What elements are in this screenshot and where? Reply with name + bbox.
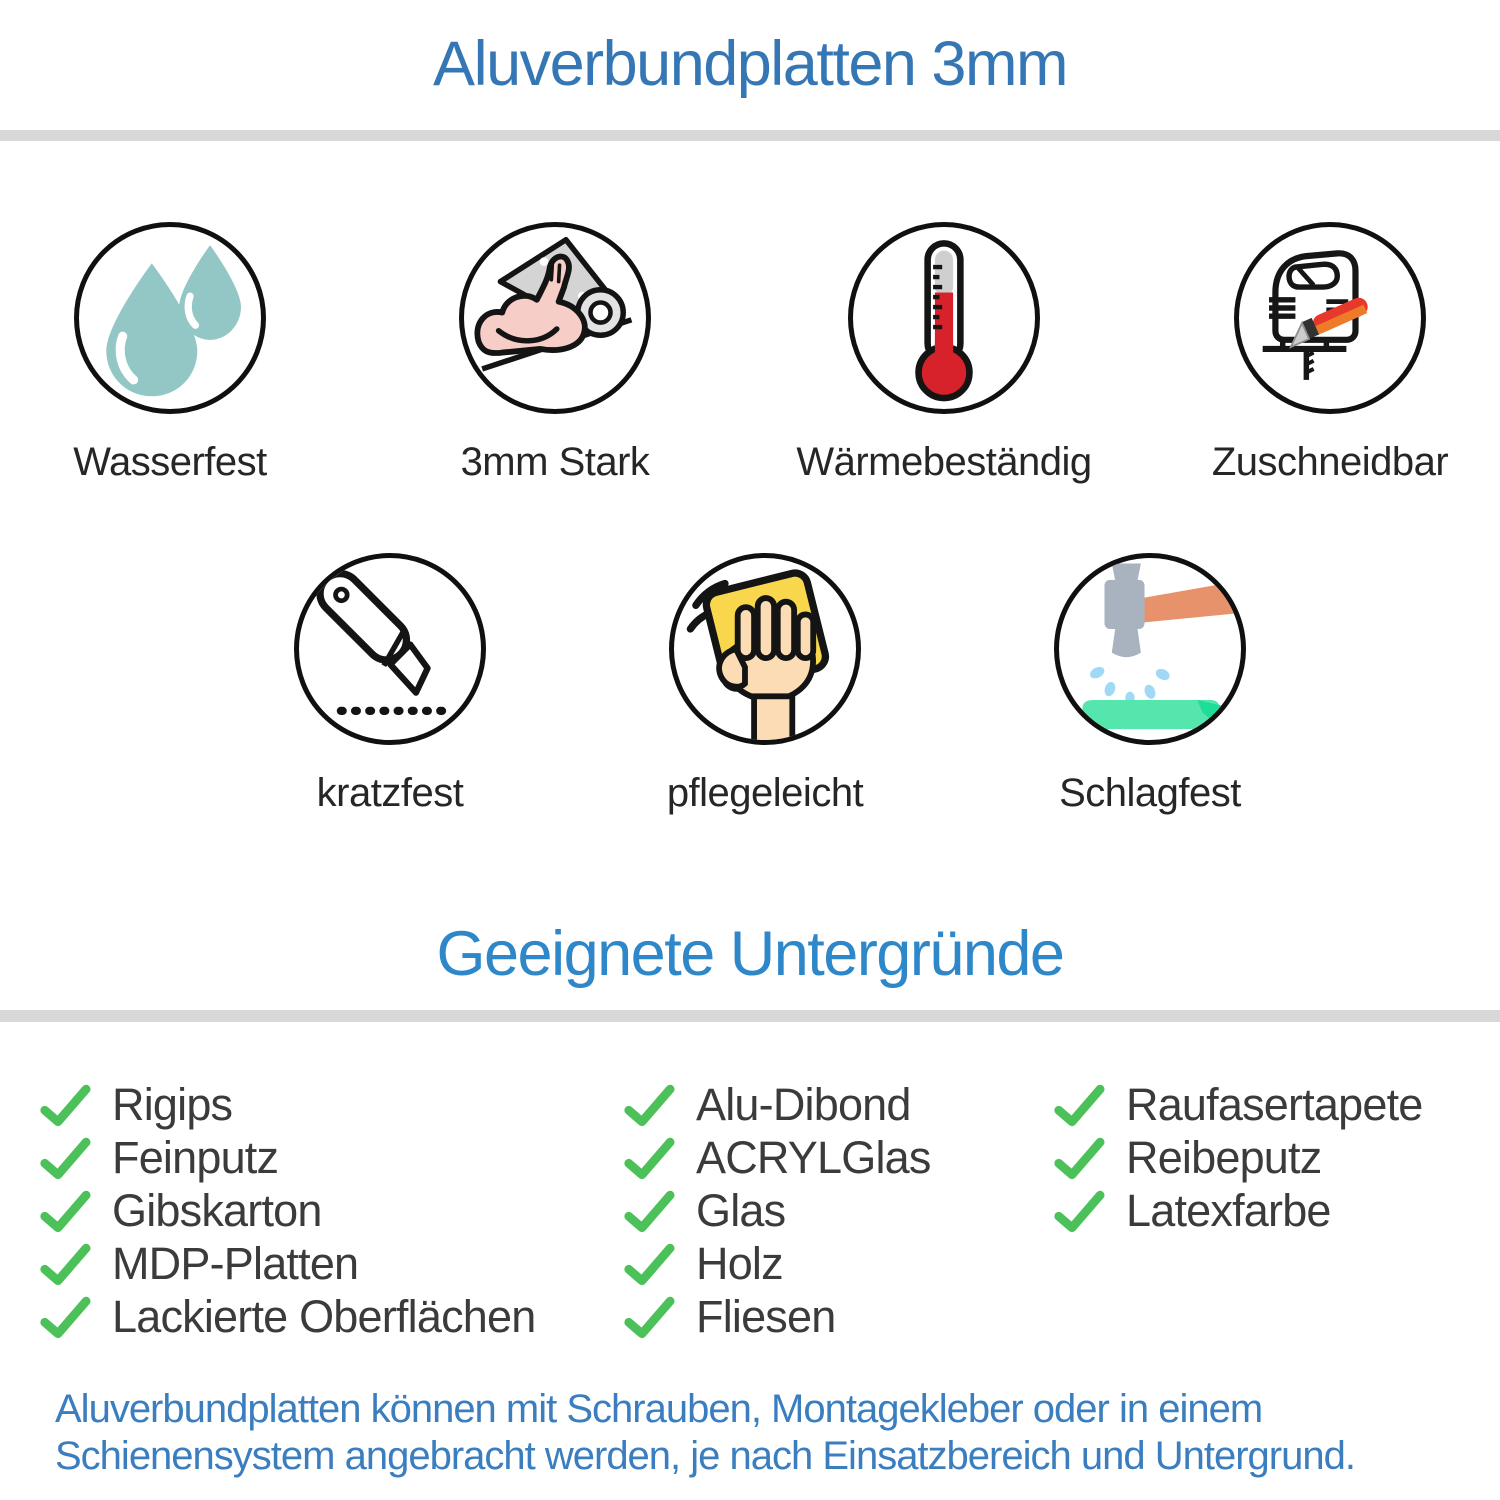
- substrate-item: Glas: [622, 1184, 931, 1237]
- checkmark-icon: [624, 1243, 675, 1285]
- substrates-column-2: Alu-Dibond ACRYLGlas Glas Holz Fliesen: [622, 1078, 931, 1343]
- thermometer-icon: [848, 222, 1040, 414]
- hammer-on-surface-icon: [1054, 553, 1246, 745]
- mounting-note: Aluverbundplatten können mit Schrauben, …: [55, 1386, 1356, 1480]
- water-drops-icon: [74, 222, 266, 414]
- substrate-label: Feinputz: [112, 1131, 279, 1183]
- substrate-item: Latexfarbe: [1052, 1184, 1423, 1237]
- substrate-label: Lackierte Oberflächen: [112, 1290, 536, 1342]
- substrate-item: Feinputz: [38, 1131, 535, 1184]
- checkmark-icon: [1054, 1137, 1105, 1179]
- divider-bottom: [0, 1010, 1500, 1022]
- feature-label: Zuschneidbar: [1211, 440, 1449, 484]
- mounting-note-line2: Schienensystem angebracht werden, je nac…: [55, 1434, 1356, 1478]
- substrate-item: Lackierte Oberflächen: [38, 1290, 536, 1343]
- checkmark-icon: [624, 1190, 675, 1232]
- checkmark-icon: [1054, 1190, 1105, 1232]
- substrate-item: Gibskarton: [38, 1184, 535, 1237]
- checkmark-icon: [40, 1296, 91, 1338]
- substrate-label: MDP-Platten: [112, 1237, 359, 1289]
- substrate-item: ACRYLGlas: [622, 1131, 931, 1184]
- substrate-label: Latexfarbe: [1126, 1184, 1331, 1236]
- substrate-item: MDP-Platten: [38, 1237, 535, 1290]
- feature-label: kratzfest: [316, 771, 464, 815]
- substrate-label: Reibeputz: [1126, 1131, 1322, 1183]
- substrate-item: Reibeputz: [1052, 1131, 1423, 1184]
- feature-schlagfest: Schlagfest: [1000, 553, 1300, 816]
- feature-label: Schlagfest: [1059, 771, 1241, 815]
- checkmark-icon: [624, 1137, 675, 1179]
- feature-zuschneidbar: Zuschneidbar: [1180, 222, 1480, 485]
- substrate-item: Rigips: [38, 1078, 535, 1131]
- checkmark-icon: [624, 1084, 675, 1126]
- page-title: Aluverbundplatten 3mm: [433, 29, 1068, 99]
- utility-knife-icon: [294, 553, 486, 745]
- feature-wasserfest: Wasserfest: [20, 222, 320, 485]
- checkmark-icon: [40, 1084, 91, 1126]
- substrate-label: Gibskarton: [112, 1184, 322, 1236]
- feature-label: Wärmebeständig: [796, 440, 1092, 484]
- feature-label: pflegeleicht: [666, 771, 864, 815]
- substrate-label: Raufasertapete: [1126, 1078, 1423, 1130]
- section-title: Geeignete Untergründe: [436, 919, 1065, 989]
- substrate-label: Alu-Dibond: [696, 1078, 911, 1130]
- substrate-item: Alu-Dibond: [622, 1078, 931, 1131]
- checkmark-icon: [40, 1243, 91, 1285]
- substrate-label: Glas: [696, 1184, 786, 1236]
- divider-top: [0, 130, 1500, 141]
- feature-pflegeleicht: pflegeleicht: [615, 553, 915, 816]
- substrate-item: Raufasertapete: [1052, 1078, 1423, 1131]
- substrate-item: Fliesen: [622, 1290, 931, 1343]
- checkmark-icon: [624, 1296, 675, 1338]
- checkmark-icon: [40, 1190, 91, 1232]
- feature-label: Wasserfest: [73, 440, 267, 484]
- substrates-column-1: Rigips Feinputz Gibskarton MDP-Platten L…: [38, 1078, 536, 1343]
- checkmark-icon: [40, 1137, 91, 1179]
- substrate-item: Holz: [622, 1237, 931, 1290]
- checkmark-icon: [1054, 1084, 1105, 1126]
- substrate-label: Holz: [696, 1237, 784, 1289]
- feature-3mm-stark: 3mm Stark: [405, 222, 705, 485]
- feature-kratzfest: kratzfest: [240, 553, 540, 816]
- mounting-note-line1: Aluverbundplatten können mit Schrauben, …: [55, 1387, 1263, 1431]
- feature-label: 3mm Stark: [460, 440, 650, 484]
- substrate-label: Fliesen: [696, 1290, 836, 1342]
- feature-waermebestaendig: Wärmebeständig: [794, 222, 1094, 485]
- jigsaw-and-cutter-icon: [1234, 222, 1426, 414]
- substrate-label: Rigips: [112, 1078, 233, 1130]
- strong-arm-panel-icon: [459, 222, 651, 414]
- hand-with-cloth-icon: [669, 553, 861, 745]
- substrates-column-3: Raufasertapete Reibeputz Latexfarbe: [1052, 1078, 1423, 1237]
- substrate-label: ACRYLGlas: [696, 1131, 931, 1183]
